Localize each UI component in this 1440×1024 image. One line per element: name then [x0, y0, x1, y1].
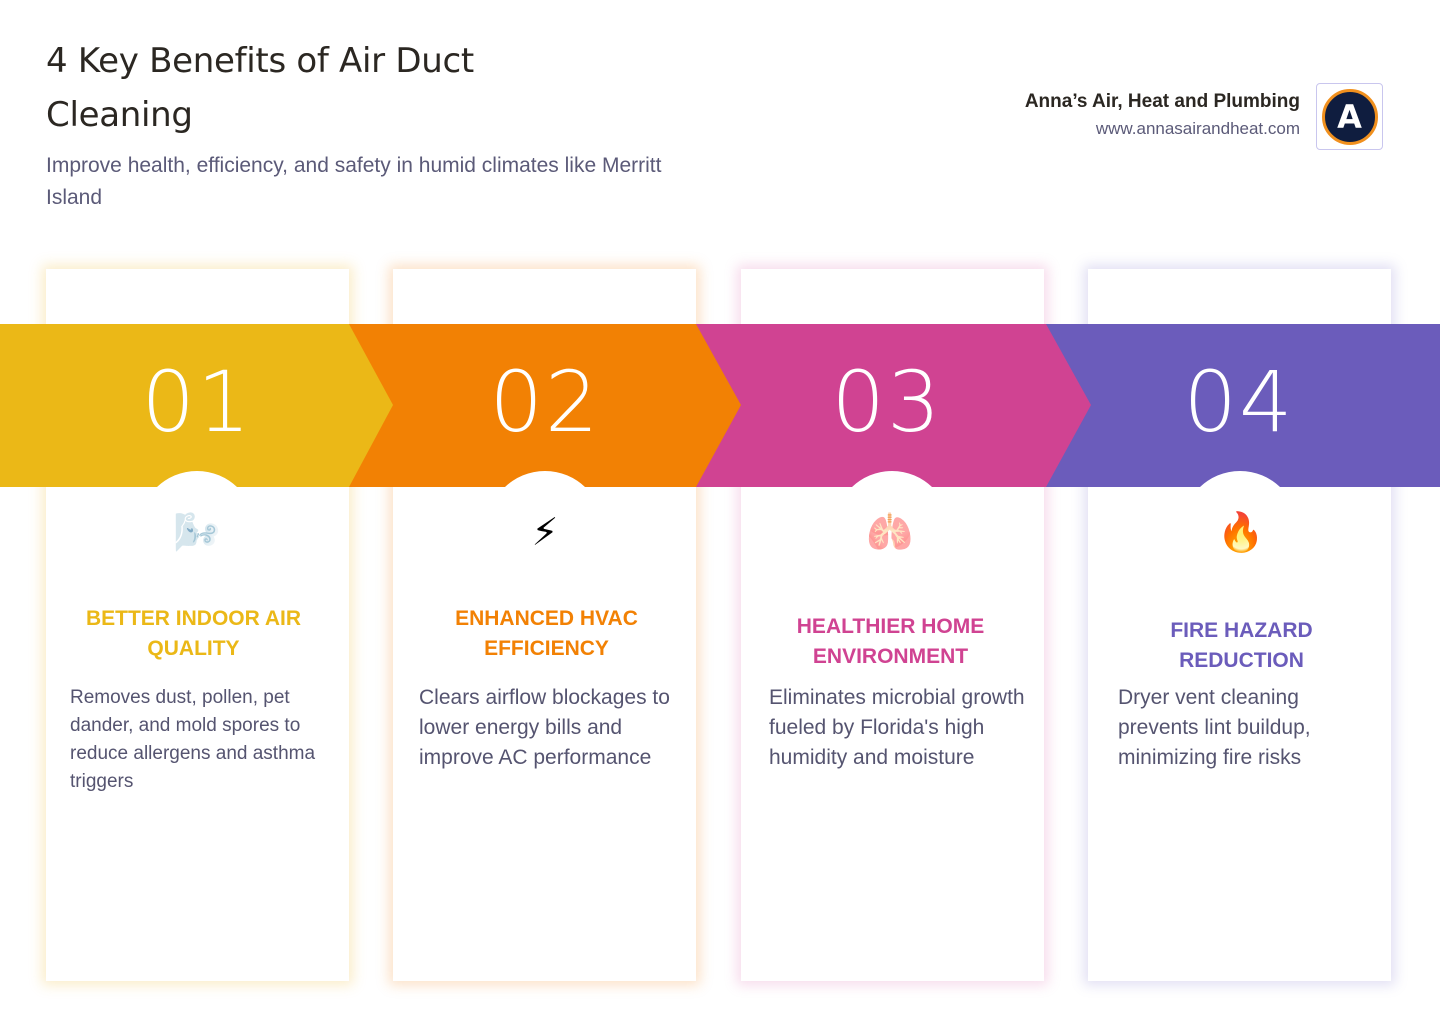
step-band-3	[696, 324, 1091, 487]
step-number-2: 02	[489, 353, 601, 451]
benefit-title-1: BETTER INDOOR AIR QUALITY	[85, 607, 302, 660]
benefit-title-3: HEALTHIER HOME ENVIRONMENT	[796, 615, 985, 668]
icon-notch-4	[1182, 471, 1298, 487]
page-title: 4 Key Benefits of Air Duct Cleaning	[46, 41, 474, 135]
lungs-icon: 🫁	[866, 510, 914, 554]
step-number-1: 01	[141, 353, 253, 451]
step-number-3: 03	[831, 353, 943, 451]
brand-url[interactable]: www.annasairandheat.com	[1095, 119, 1300, 138]
step-band-2	[349, 324, 741, 487]
step-banner: 01 02 03 04	[0, 324, 1440, 487]
benefit-description-1: Removes dust, pollen, pet dander, and mo…	[70, 687, 316, 792]
fire-icon: 🔥	[1217, 510, 1265, 554]
notch-layer	[0, 324, 1440, 487]
benefit-description-3: Eliminates microbial growth fueled by Fl…	[769, 686, 1025, 769]
step-number-4: 04	[1183, 353, 1295, 451]
icon-notch-3	[834, 471, 950, 487]
step-band-1	[0, 324, 393, 487]
lightning-bolt-icon: ⚡	[531, 510, 559, 554]
icon-notch-1	[139, 471, 255, 487]
benefit-title-4: FIRE HAZARD REDUCTION	[1170, 619, 1313, 672]
page-subtitle: Improve health, efficiency, and safety i…	[46, 154, 662, 209]
logo-a-icon: A	[1321, 88, 1378, 145]
benefit-title-2: ENHANCED HVAC EFFICIENCY	[455, 607, 638, 660]
brand-logo: A	[1316, 83, 1383, 150]
brand-block: Anna’s Air, Heat and Plumbing www.annasa…	[1025, 88, 1300, 142]
icon-notch-2	[487, 471, 603, 487]
step-band-4	[1046, 324, 1440, 487]
wind-face-icon: 🌬️	[173, 510, 221, 554]
logo-letter: A	[1337, 97, 1362, 136]
benefit-description-2: Clears airflow blockages to lower energy…	[419, 686, 670, 769]
brand-name: Anna’s Air, Heat and Plumbing	[1024, 91, 1300, 112]
benefit-description-4: Dryer vent cleaning prevents lint buildu…	[1118, 686, 1311, 769]
